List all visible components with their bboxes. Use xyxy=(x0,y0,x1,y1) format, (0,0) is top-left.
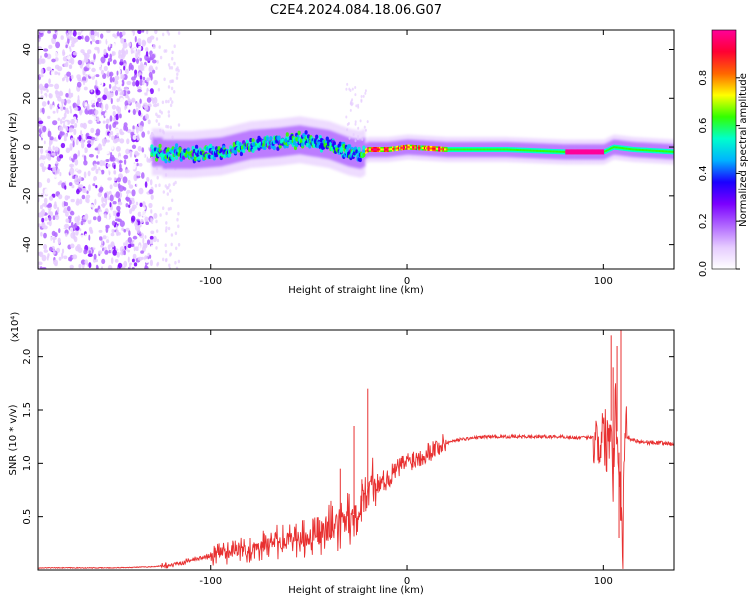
y-tick-label: 0.5 xyxy=(22,509,33,525)
x-tick-label: -100 xyxy=(199,576,222,587)
colorbar-tick-label: 0.6 xyxy=(698,118,709,134)
snr-line-layer xyxy=(38,330,674,570)
y-tick-label: -20 xyxy=(22,188,33,204)
y-tick-label: 1.0 xyxy=(22,455,33,471)
snr-frame xyxy=(37,329,675,571)
y-tick-label: 40 xyxy=(22,43,33,56)
colorbar: 0.0 0.2 0.4 0.6 0.8 Normalized spectral ampl… xyxy=(698,29,749,277)
colorbar-label: Normalized spectral amplitude xyxy=(738,73,749,227)
snr-x-label: Height of straight line (km) xyxy=(288,585,424,596)
y-tick-label: 20 xyxy=(22,92,33,105)
spectrogram-x-label: Height of straight line (km) xyxy=(288,285,424,296)
spectrogram-ridge-band xyxy=(150,82,674,178)
colorbar-tick-label: 0.0 xyxy=(698,261,709,277)
snr-series-line xyxy=(38,383,674,570)
snr-panel: -100 0 100 0.5 1.0 1.5 2.0 Height of straight… xyxy=(8,312,675,596)
snr-y-ticks: 0.5 1.0 1.5 2.0 xyxy=(22,349,674,525)
x-tick-label: 0 xyxy=(404,276,410,287)
y-tick-label: 2.0 xyxy=(22,349,33,365)
spectrogram-noise-speckles xyxy=(38,30,181,269)
figure-title: C2E4.2024.084.18.06.G07 xyxy=(270,3,442,18)
snr-y-multiplier: (x10⁴) xyxy=(10,312,21,343)
spectrogram-heatmap xyxy=(38,30,674,269)
spectrogram-y-label: Frequency (Hz) xyxy=(8,112,19,188)
spectrogram-y-ticks: -40 -20 0 20 40 xyxy=(22,43,674,253)
colorbar-ticks: 0.0 0.2 0.4 0.6 0.8 xyxy=(698,70,740,277)
colorbar-tick-label: 0.8 xyxy=(698,70,709,86)
snr-spikes xyxy=(339,330,624,554)
colorbar-gradient xyxy=(711,29,737,270)
x-tick-label: 100 xyxy=(594,576,613,587)
x-tick-label: 100 xyxy=(594,276,613,287)
spectrogram-frame xyxy=(37,29,675,270)
snr-x-ticks: -100 0 100 xyxy=(199,330,613,587)
spectrogram-panel: -100 0 100 -40 -20 0 20 40 Height of straight … xyxy=(8,29,675,296)
x-tick-label: 0 xyxy=(404,576,410,587)
spectrogram-x-ticks: -100 0 100 xyxy=(199,30,613,287)
y-tick-label: 1.5 xyxy=(22,402,33,418)
y-tick-label: -40 xyxy=(22,236,33,252)
colorbar-tick-label: 0.2 xyxy=(698,213,709,229)
x-tick-label: -100 xyxy=(199,276,222,287)
y-tick-label: 0 xyxy=(22,144,33,150)
snr-y-label: SNR (10 * v/v) xyxy=(8,404,19,475)
colorbar-tick-label: 0.4 xyxy=(698,165,709,181)
